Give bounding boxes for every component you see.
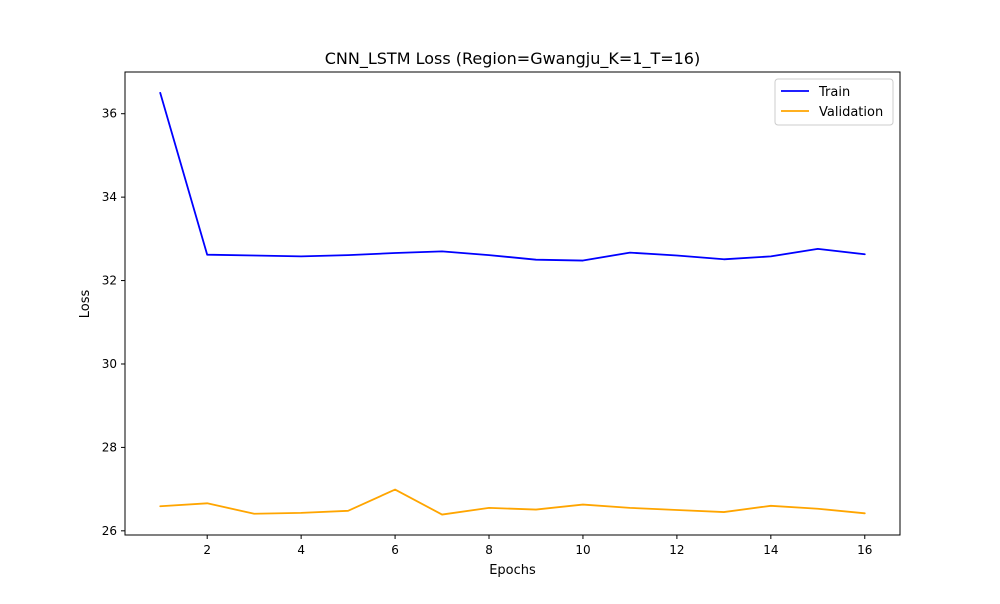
- x-axis-label: Epochs: [489, 563, 536, 578]
- x-tick-label: 8: [485, 543, 493, 557]
- x-tick-label: 4: [297, 543, 305, 557]
- y-tick-label: 26: [102, 524, 117, 538]
- x-tick-label: 14: [763, 543, 778, 557]
- legend-label-validation: Validation: [819, 105, 883, 120]
- x-tick-label: 12: [669, 543, 684, 557]
- y-tick-label: 30: [102, 357, 117, 371]
- y-tick-label: 28: [102, 440, 117, 454]
- y-axis-label: Loss: [78, 290, 93, 319]
- legend-label-train: Train: [818, 85, 850, 100]
- x-tick-label: 10: [575, 543, 590, 557]
- y-tick-label: 32: [102, 274, 117, 288]
- legend: Train Validation: [774, 78, 894, 126]
- plot-frame: [124, 71, 901, 536]
- x-tick-label: 16: [857, 543, 872, 557]
- chart-title: CNN_LSTM Loss (Region=Gwangju_K=1_T=16): [325, 49, 700, 69]
- y-tick-label: 36: [102, 107, 117, 121]
- y-tick-label: 34: [102, 190, 117, 204]
- x-tick-label: 2: [203, 543, 211, 557]
- series-line-train: [159, 91, 866, 262]
- series-line-validation: [159, 488, 866, 516]
- axis-ticks: 2 4 6 8 10 12 14 16 26 28 30 32 34 36: [102, 107, 873, 557]
- x-tick-label: 6: [391, 543, 399, 557]
- series-lines: [159, 91, 866, 516]
